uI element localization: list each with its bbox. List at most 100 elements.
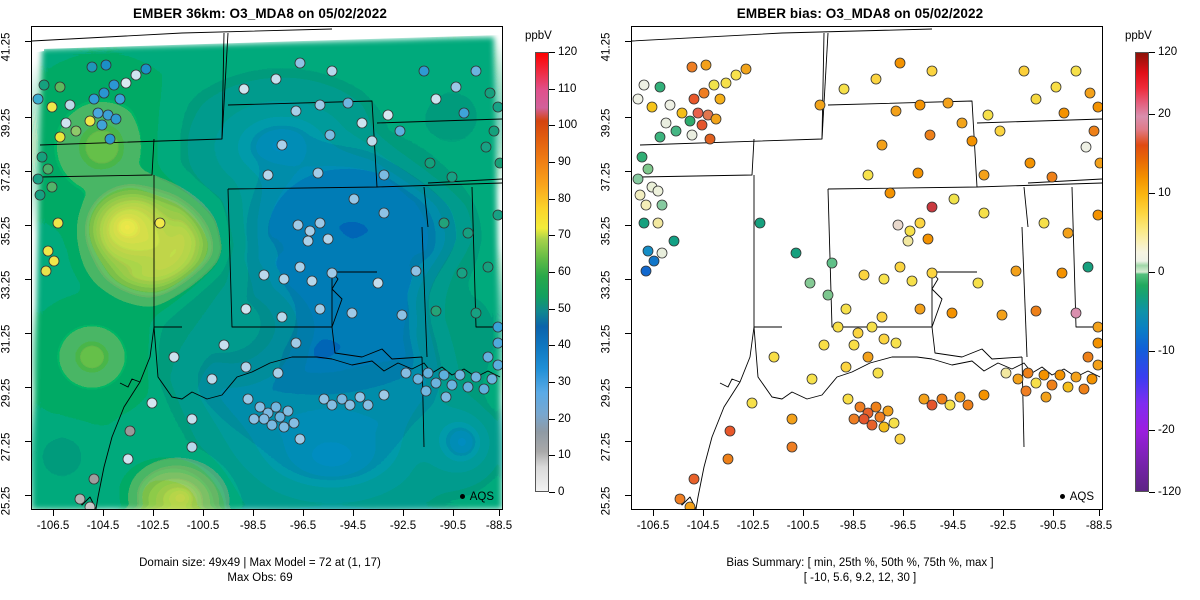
y-tick-label: 39.25 (0, 108, 13, 138)
y-tick-label: 37.25 (0, 162, 13, 192)
colorbar-tick-label: 80 (558, 192, 571, 205)
y-tick-label: 31.25 (600, 324, 613, 354)
colorbar-tick (549, 308, 555, 310)
colorbar-tick-label: -120 (1158, 486, 1182, 498)
colorbar-tick (1149, 351, 1155, 353)
colorbar-tick (549, 492, 555, 493)
colorbar-tick-label: -20 (1158, 424, 1175, 437)
colorbar-tick (1149, 113, 1155, 115)
x-tick-label: -92.5 (989, 520, 1017, 532)
colorbar-tick-label: 70 (558, 229, 571, 242)
panel-bias: EMBER bias: O3_MDA8 on 05/02/2022 (600, 0, 1200, 600)
x-tick-label: -88.5 (1085, 520, 1113, 532)
bias-map-svg (632, 27, 1102, 509)
colorbar-tick (549, 162, 555, 163)
x-tick-label: -92.5 (389, 520, 417, 532)
colorbar-tick (549, 235, 555, 237)
x-tick-label: -104.5 (686, 520, 720, 532)
y-tick-label: 25.25 (0, 486, 13, 516)
y-tick-label: 25.25 (600, 486, 613, 516)
x-tick-label: -94.5 (939, 520, 967, 532)
bias-caption-line1: Bias Summary: [ min, 25th %, 50th %, 75t… (726, 557, 994, 569)
colorbar-tick-label: 100 (558, 119, 578, 132)
x-tick-label: -96.5 (289, 520, 317, 532)
x-tick-label: -90.5 (1039, 520, 1067, 532)
y-tick-label: 35.25 (0, 216, 13, 246)
aqs-legend-label: AQS (469, 490, 494, 503)
y-tick-label: 37.25 (600, 162, 613, 192)
x-tick-label: -90.5 (439, 520, 467, 532)
model-caption: Domain size: 49x49 | Max Model = 72 at (… (0, 556, 520, 586)
colorbar-tick-label: 10 (1158, 186, 1171, 199)
aqs-legend-label: AQS (1069, 490, 1094, 503)
bias-colorbar-gradient (1135, 52, 1149, 492)
aqs-marker-icon (459, 494, 465, 500)
colorbar-tick-label: 10 (558, 449, 571, 462)
colorbar-tick-label: 50 (558, 302, 571, 315)
y-tick-label: 27.25 (0, 432, 13, 462)
colorbar-tick (549, 418, 555, 420)
y-tick-label: 27.25 (600, 432, 613, 462)
colorbar-tick-label: 20 (558, 412, 571, 425)
x-tick-label: -88.5 (485, 520, 513, 532)
colorbar-tick (1149, 192, 1155, 194)
colorbar-tick-label: 40 (558, 339, 571, 352)
x-tick-label: -98.5 (239, 520, 267, 532)
x-tick-label: -106.5 (36, 520, 70, 532)
y-tick-label: 29.25 (0, 378, 13, 408)
panel-model-title: EMBER 36km: O3_MDA8 on 05/02/2022 (133, 6, 387, 21)
colorbar-tick (549, 455, 555, 457)
colorbar-tick (1149, 492, 1155, 493)
colorbar-tick (549, 125, 555, 127)
model-caption-line2: Max Obs: 69 (227, 572, 293, 584)
bias-caption: Bias Summary: [ min, 25th %, 50th %, 75t… (600, 556, 1120, 586)
x-tick-label: -102.5 (136, 520, 170, 532)
colorbar-tick-label: 60 (558, 266, 571, 278)
colorbar-tick-label: 90 (558, 156, 571, 168)
y-tick-label: 29.25 (600, 378, 613, 408)
x-tick-label: -94.5 (339, 520, 367, 532)
aqs-marker-icon (1059, 494, 1065, 500)
colorbar-tick-label: 20 (1158, 107, 1171, 120)
model-observation-points (32, 57, 502, 509)
y-tick-label: 33.25 (600, 270, 613, 300)
colorbar-tick-label: 110 (558, 82, 577, 95)
colorbar-tick-label: 120 (558, 46, 578, 58)
bias-colorbar-units: ppbV (1125, 30, 1152, 42)
x-tick-label: -100.5 (186, 520, 220, 532)
aqs-legend-bias: AQS (1059, 490, 1094, 503)
y-tick-label: 41.25 (0, 32, 13, 62)
x-tick-label: -100.5 (786, 520, 820, 532)
colorbar-tick (1149, 430, 1155, 432)
colorbar-tick-label: -10 (1158, 345, 1175, 358)
model-map-plot[interactable]: AQS (31, 26, 503, 510)
colorbar-tick-label: 0 (1158, 266, 1165, 278)
bias-observation-points (632, 57, 1102, 509)
colorbar-tick (1149, 52, 1155, 53)
y-tick-label: 33.25 (0, 270, 13, 300)
colorbar-tick-label: 120 (1158, 46, 1178, 58)
x-tick-label: -98.5 (839, 520, 867, 532)
x-tick-label: -104.5 (86, 520, 120, 532)
y-tick-label: 39.25 (600, 108, 613, 138)
colorbar-tick (549, 52, 555, 53)
colorbar-tick (549, 272, 555, 273)
bias-map-plot[interactable]: AQS (631, 26, 1103, 510)
x-tick-label: -96.5 (889, 520, 917, 532)
colorbar-tick (549, 345, 555, 347)
x-tick-label: -102.5 (736, 520, 770, 532)
colorbar-tick (549, 382, 555, 383)
aqs-legend-model: AQS (459, 490, 494, 503)
model-colorbar-gradient (535, 52, 549, 492)
y-tick-label: 35.25 (600, 216, 613, 246)
y-tick-label: 31.25 (0, 324, 13, 354)
colorbar-tick (549, 198, 555, 200)
x-tick-label: -106.5 (636, 520, 670, 532)
model-caption-line1: Domain size: 49x49 | Max Model = 72 at (… (139, 557, 381, 569)
panel-bias-title: EMBER bias: O3_MDA8 on 05/02/2022 (736, 6, 984, 21)
panel-model: EMBER 36km: O3_MDA8 on 05/02/2022 (0, 6, 578, 586)
colorbar-tick (549, 88, 555, 90)
model-colorbar-units: ppbV (525, 30, 552, 42)
colorbar-tick-label: 0 (558, 486, 565, 498)
